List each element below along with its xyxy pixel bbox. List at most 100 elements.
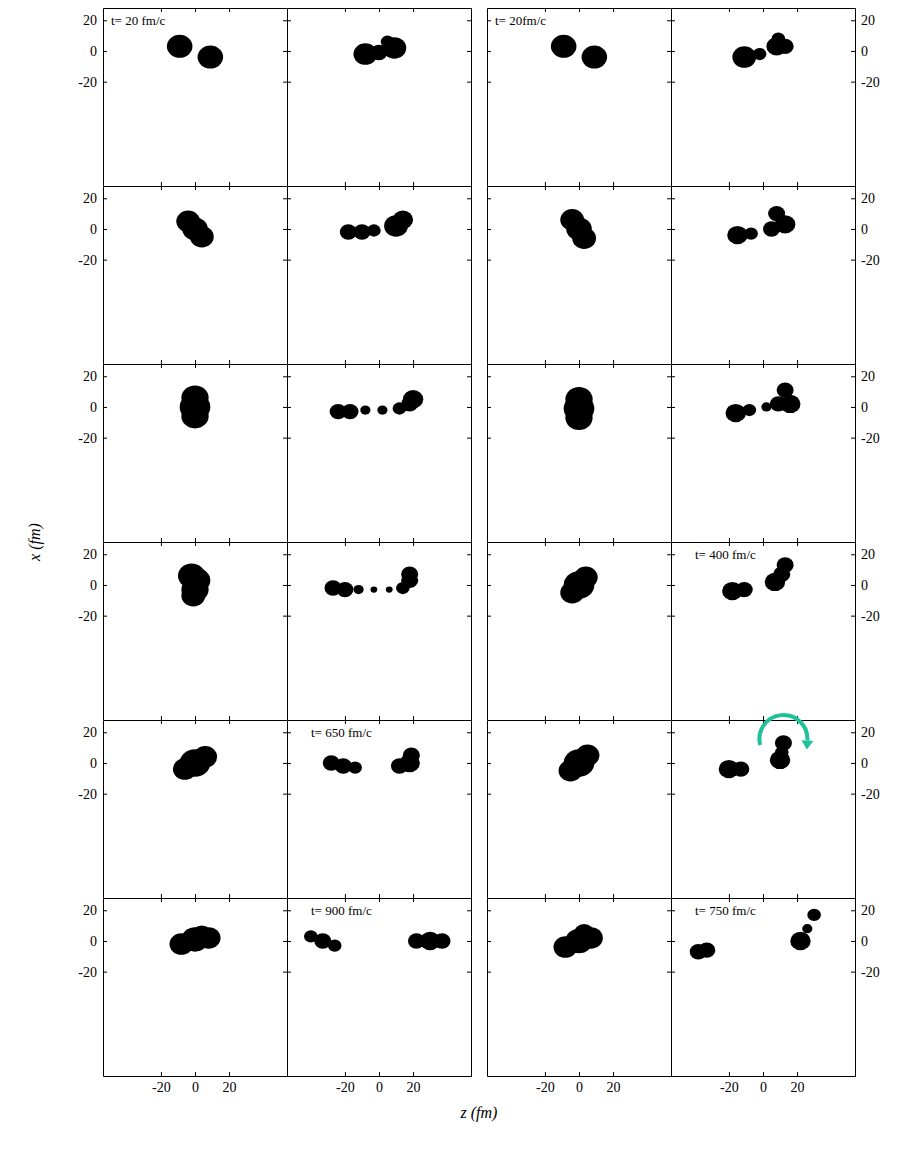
density-blob [698,943,715,958]
tick [667,438,671,439]
tick [229,542,230,546]
tick-mark [283,732,287,733]
tick [379,8,380,12]
tick [667,763,671,764]
axis [488,894,672,899]
tick-mark [667,20,671,21]
tick-mark [161,1072,162,1076]
tick-mark [379,720,380,724]
tick-mark [287,407,291,408]
axis [104,8,288,12]
axis [487,721,491,899]
panel: -20020 [487,898,672,1095]
density-blob [768,206,785,221]
tick-mark [379,360,380,364]
axis [104,360,288,365]
tick-mark [613,8,614,12]
density-blob [370,587,377,593]
axis [288,542,472,546]
tick-mark [763,716,764,720]
axis [671,9,675,187]
tick [229,364,230,368]
tick-mark [287,972,291,973]
panel-background [671,720,855,898]
tick [283,616,287,617]
axis-line [103,187,104,365]
marks [323,748,420,774]
tick [161,364,162,368]
tick-mark [161,360,162,364]
panel-background [103,8,287,186]
tick-mark [613,898,614,902]
tick [345,538,346,542]
tick [797,186,798,190]
tick [487,82,491,83]
tick [671,585,675,586]
tick [671,732,675,733]
tick-mark [729,720,730,724]
tick [287,910,291,911]
tick [667,51,671,52]
tick-label: 20 [791,1080,805,1095]
tick [287,941,291,942]
tick-mark [667,438,671,439]
tick-mark [379,538,380,542]
tick-mark [671,910,675,911]
tick-mark [671,763,675,764]
tick [229,182,230,186]
axis-line [671,187,672,365]
tick-mark [413,542,414,546]
tick-mark [467,616,471,617]
tick-mark [161,720,162,724]
tick [287,260,291,261]
axis-line [288,1076,472,1077]
tick-mark [729,716,730,720]
tick: 20 [851,725,875,740]
tick-mark [283,910,287,911]
panel-background [287,720,471,898]
tick-mark [667,82,671,83]
tick-mark [671,794,675,795]
tick-mark [487,941,491,942]
tick [467,763,471,764]
tick [287,229,291,230]
tick [287,407,291,408]
axis-line [287,543,288,721]
tick-mark [545,182,546,186]
density-blob [381,36,395,48]
density-blob [744,227,758,239]
tick-mark [287,732,291,733]
tick: -20 [152,1072,171,1095]
tick [195,716,196,720]
tick-label: 20 [861,547,875,562]
tick-label: 0 [90,578,97,593]
axis [672,360,856,365]
tick-mark [545,720,546,724]
tick: -20 [851,75,880,90]
rotation-arrow-head [801,740,813,749]
tick-mark [797,898,798,902]
tick [671,20,675,21]
tick-mark [797,360,798,364]
axis [667,899,672,1077]
tick-mark [229,720,230,724]
tick [467,794,471,795]
tick-mark [413,716,414,720]
panel: -20020 [78,186,287,365]
density-blob [743,404,757,416]
tick [797,182,798,186]
tick-mark [103,51,107,52]
axis [287,899,291,1077]
tick-mark [729,8,730,12]
tick [667,229,671,230]
tick: 0 [851,934,868,949]
tick-mark [729,182,730,186]
panel-background [103,720,287,898]
tick-mark [229,542,230,546]
tick [229,720,230,724]
tick-mark [413,1072,414,1076]
tick-mark [579,360,580,364]
axis-line [671,899,672,1077]
tick [797,538,798,542]
tick-mark [467,51,471,52]
